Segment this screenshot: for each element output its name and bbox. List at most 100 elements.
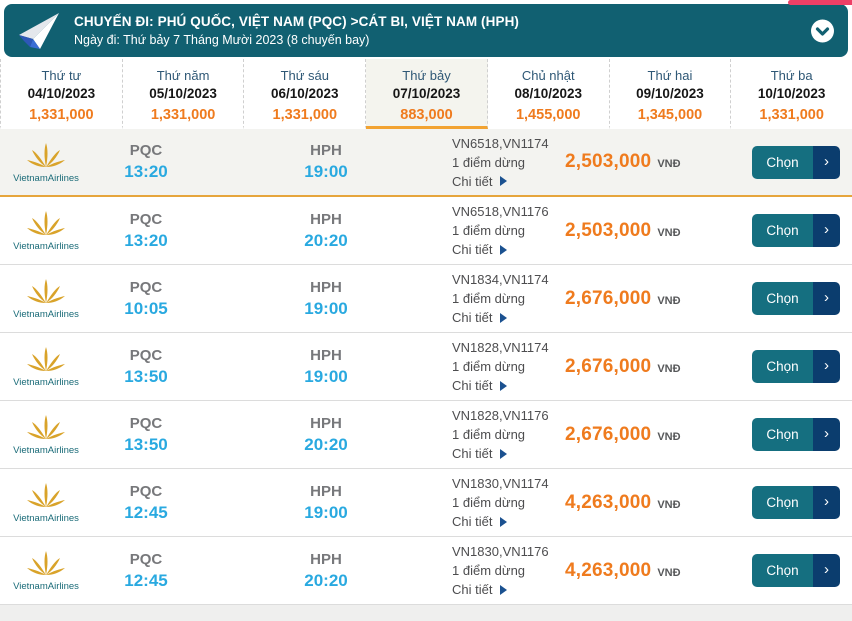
flight-numbers: VN1828,VN1174 [452,340,549,355]
choose-button[interactable]: Chọn › [752,418,840,451]
action-cell: Chọn › [740,554,852,587]
airline-logo: VietnamAirlines [0,413,92,456]
choose-button[interactable]: Chọn › [752,554,840,587]
collapse-button[interactable] [810,18,835,43]
details-label: Chi tiết [452,242,493,257]
choose-button-label: Chọn [752,214,813,247]
lotus-icon [26,413,66,444]
details-arrow-icon [500,516,508,527]
airline-logo: VietnamAirlines [0,209,92,252]
date-tabs: Thứ tư 04/10/2023 1,331,000 Thứ năm 05/1… [0,59,852,129]
choose-button[interactable]: Chọn › [752,486,840,519]
details-link[interactable]: Chi tiết [452,242,565,257]
details-link[interactable]: Chi tiết [452,174,565,189]
airline-name: VietnamAirlines [13,445,79,456]
choose-button[interactable]: Chọn › [752,350,840,383]
details-arrow-icon [500,176,508,186]
trip-title: CHUYẾN ĐI: PHÚ QUỐC, VIỆT NAM (PQC) >CÁT… [74,14,520,29]
departure-airport-code: PQC [129,482,163,500]
departure-time: 13:20 [124,230,168,250]
airline-logo: VietnamAirlines [0,549,92,592]
choose-arrow-icon: › [813,486,840,519]
airline-name: VietnamAirlines [13,172,79,184]
chevron-down-icon [810,19,835,46]
date-tab-date: 05/10/2023 [149,86,217,101]
airline-name: VietnamAirlines [13,241,79,252]
flight-row: VietnamAirlines PQC 12:45 HPH 20:20 VN18… [0,537,852,605]
price-amount: 4,263,000 [565,559,652,581]
details-link[interactable]: Chi tiết [452,446,565,461]
choose-button-label: Chọn [752,418,813,451]
arrival-time: 19:00 [304,366,348,386]
choose-arrow-icon: › [813,554,840,587]
date-tab-date: 09/10/2023 [636,86,704,101]
airline-logo: VietnamAirlines [0,277,92,320]
date-tab-price: 1,345,000 [637,107,703,123]
choose-button[interactable]: Chọn › [752,282,840,315]
currency-label: VNĐ [657,498,681,511]
trip-header-text: CHUYẾN ĐI: PHÚ QUỐC, VIỆT NAM (PQC) >CÁT… [74,14,519,47]
departure-airport-code: PQC [129,142,163,159]
arrival-time: 19:00 [304,162,348,181]
lotus-icon [26,481,66,512]
date-tab-date: 10/10/2023 [757,86,826,101]
action-cell: Chọn › [740,350,852,383]
date-tab-day: Chủ nhật [521,68,575,83]
date-tab-price: 1,331,000 [272,107,338,123]
details-arrow-icon [500,380,508,391]
arrival-time: 20:20 [304,434,348,454]
price-amount: 2,503,000 [565,151,652,172]
departure-time: 10:05 [124,298,168,318]
date-tab-day: Thứ sáu [280,68,330,83]
details-label: Chi tiết [452,310,493,325]
details-link[interactable]: Chi tiết [452,310,565,325]
date-tab-price: 1,455,000 [515,107,581,123]
date-tab[interactable]: Thứ năm 05/10/2023 1,331,000 [122,59,245,129]
date-tab-price: 1,331,000 [29,107,94,123]
choose-arrow-icon: › [813,350,840,383]
date-tab-day: Thứ năm [156,68,210,83]
details-arrow-icon [500,312,508,323]
trip-subtitle: Ngày đi: Thứ bảy 7 Tháng Mười 2023 (8 ch… [74,33,370,47]
flight-info: VN1834,VN1174 1 điểm dừng Chi tiết [452,272,565,325]
departure-cell: PQC 13:50 [92,347,200,387]
price-cell: 2,676,000 VNĐ [565,356,740,378]
date-tab[interactable]: Thứ tư 04/10/2023 1,331,000 [0,59,123,129]
price-cell: 2,676,000 VNĐ [565,288,740,310]
arrival-cell: HPH 19:00 [200,347,452,387]
date-tab[interactable]: Thứ hai 09/10/2023 1,345,000 [609,59,732,129]
choose-arrow-icon: › [813,145,840,179]
flight-row: VietnamAirlines PQC 10:05 HPH 19:00 VN18… [0,265,852,333]
details-link[interactable]: Chi tiết [452,582,565,597]
currency-label: VNĐ [657,430,681,443]
lotus-icon [26,277,66,308]
departure-time: 13:50 [124,366,168,386]
flight-numbers: VN6518,VN1176 [452,204,549,219]
stops-label: 1 điểm dừng [452,427,526,442]
flight-numbers: VN1830,VN1174 [452,476,549,491]
details-arrow-icon [500,448,508,459]
date-tab[interactable]: Thứ bảy 07/10/2023 883,000 [366,59,488,129]
date-tab[interactable]: Chủ nhật 08/10/2023 1,455,000 [487,59,610,129]
price-amount: 4,263,000 [565,491,652,513]
details-link[interactable]: Chi tiết [452,514,565,529]
stops-label: 1 điểm dừng [452,563,526,578]
departure-cell: PQC 10:05 [92,279,200,319]
choose-button[interactable]: Chọn › [752,145,840,179]
choose-button[interactable]: Chọn › [752,214,840,247]
details-link[interactable]: Chi tiết [452,378,565,393]
price-amount: 2,676,000 [565,287,652,309]
airline-logo: VietnamAirlines [0,141,92,184]
departure-cell: PQC 12:45 [92,551,200,591]
departure-airport-code: PQC [129,414,163,432]
price-amount: 2,676,000 [565,355,652,377]
flight-numbers: VN1828,VN1176 [452,408,549,423]
flights-list: VietnamAirlines PQC 13:20 HPH 19:00 VN65… [0,129,852,605]
arrival-airport-code: HPH [310,550,342,568]
date-tab[interactable]: Thứ ba 10/10/2023 1,331,000 [731,59,852,129]
departure-cell: PQC 12:45 [92,483,200,523]
currency-label: VNĐ [657,294,681,307]
date-tab[interactable]: Thứ sáu 06/10/2023 1,331,000 [244,59,367,129]
arrival-time: 19:00 [304,298,348,318]
action-cell: Chọn › [740,282,852,315]
